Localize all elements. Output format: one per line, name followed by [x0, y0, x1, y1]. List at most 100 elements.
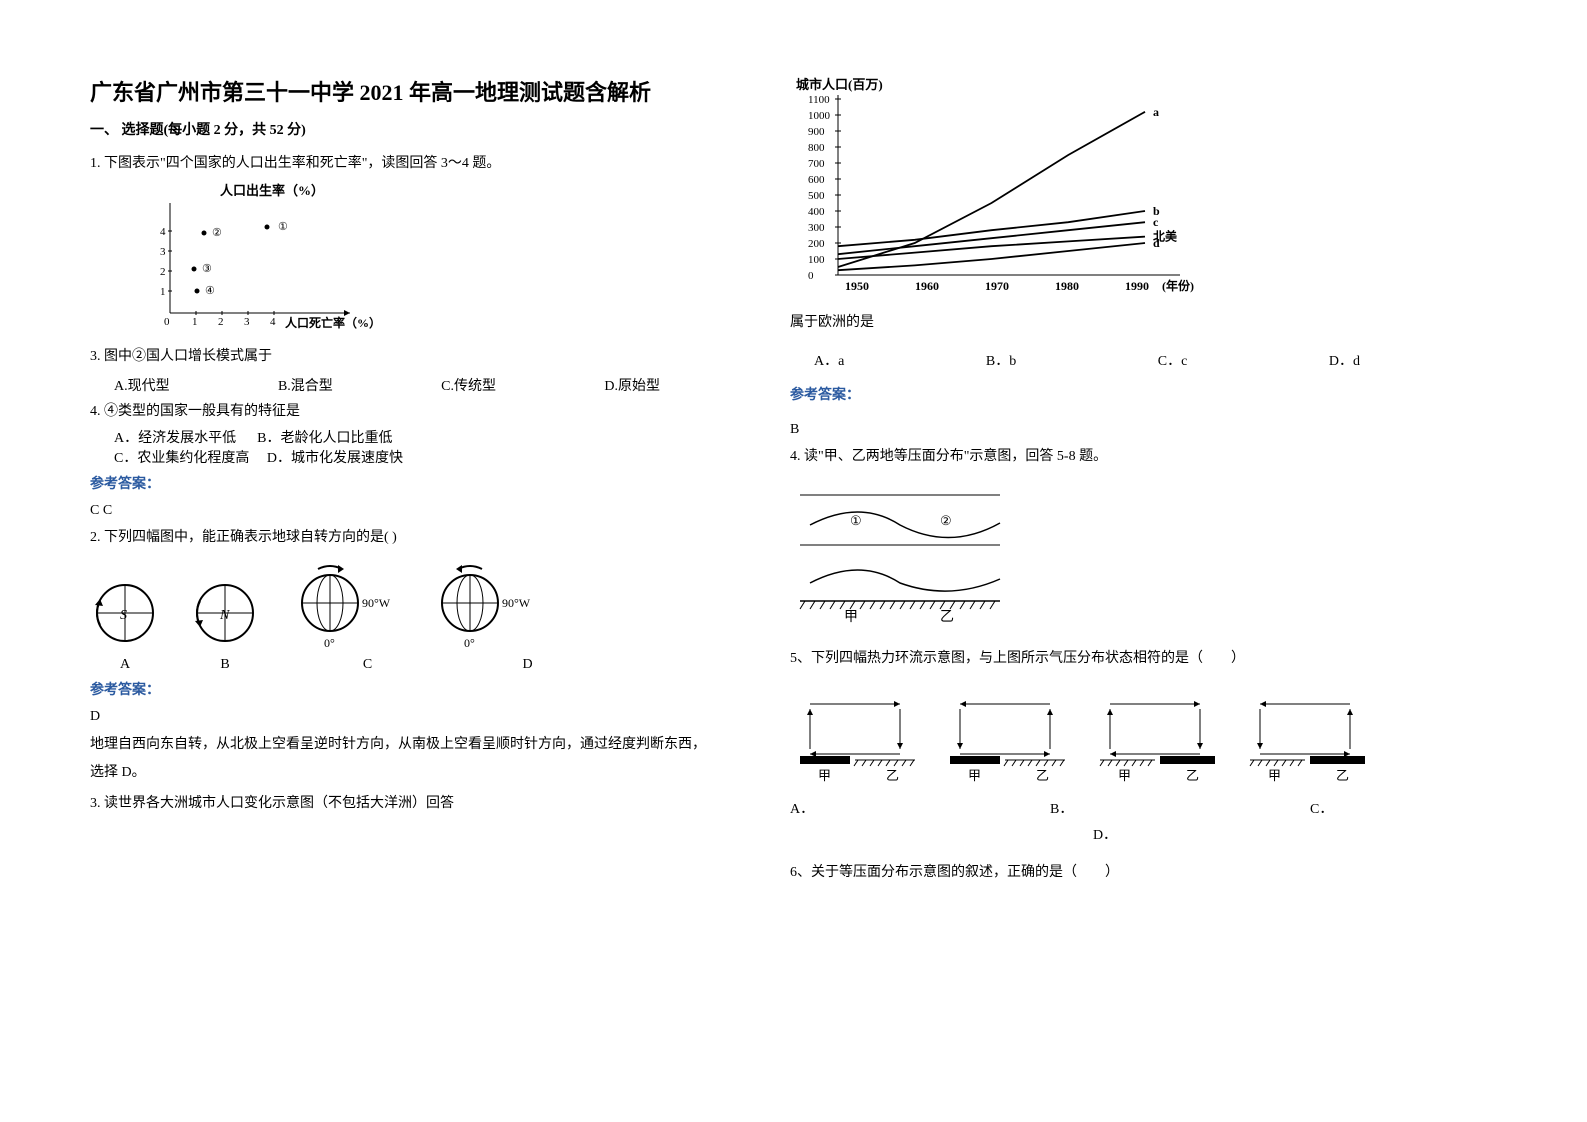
- q2-explain1: 地理自西向东自转，从北极上空看呈逆时针方向，从南极上空看呈顺时针方向，通过经度判…: [90, 733, 720, 757]
- svg-text:1980: 1980: [1055, 279, 1079, 293]
- opt-a: A．a: [814, 350, 844, 370]
- q4-diagram: ① ②: [790, 483, 1420, 628]
- q1-sub4-options: A．经济发展水平低 B．老龄化人口比重低 C．农业集约化程度高 D．城市化发展速…: [114, 427, 720, 467]
- q3-sub: 属于欧洲的是: [790, 312, 1420, 334]
- svg-text:700: 700: [808, 158, 825, 170]
- svg-text:0: 0: [808, 270, 814, 282]
- svg-text:(年份): (年份): [1162, 278, 1194, 293]
- svg-text:甲: 甲: [968, 768, 981, 783]
- svg-text:300: 300: [808, 222, 825, 234]
- svg-text:1970: 1970: [985, 279, 1009, 293]
- opt-a: A.现代型: [114, 375, 170, 395]
- q3-ylabel: 城市人口(百万): [796, 77, 883, 92]
- svg-text:1: 1: [192, 316, 198, 328]
- svg-text:乙: 乙: [1036, 768, 1049, 783]
- q3-stem: 3. 读世界各大洲城市人口变化示意图（不包括大洋洲）回答: [90, 793, 720, 815]
- label-c: C: [290, 657, 445, 673]
- opt-c: C．c: [1158, 350, 1188, 370]
- circ-4: 甲乙: [1240, 684, 1380, 784]
- q5-diagrams: 甲乙 甲乙 甲乙: [790, 684, 1420, 784]
- svg-text:3: 3: [160, 246, 166, 258]
- q6-stem: 6、关于等压面分布示意图的叙述，正确的是（ ）: [790, 862, 1420, 884]
- opt-c: C．农业集约化程度高: [114, 451, 249, 466]
- svg-text:乙: 乙: [886, 768, 899, 783]
- svg-text:甲: 甲: [818, 768, 831, 783]
- q5-options: A． B． C．: [790, 798, 1420, 818]
- circ-1: 甲乙: [790, 684, 930, 784]
- svg-text:①: ①: [278, 221, 288, 233]
- svg-text:1100: 1100: [808, 94, 830, 106]
- svg-text:2: 2: [160, 266, 166, 278]
- svg-text:0°: 0°: [324, 636, 335, 650]
- svg-text:600: 600: [808, 174, 825, 186]
- svg-text:0: 0: [164, 316, 170, 328]
- label-a: A: [90, 657, 160, 673]
- globe-c: 90°W 0°: [290, 561, 400, 651]
- svg-text:200: 200: [808, 238, 825, 250]
- svg-text:900: 900: [808, 126, 825, 138]
- opt-d: D．: [790, 824, 1420, 844]
- svg-text:d: d: [1153, 236, 1160, 250]
- opt-b: B．老龄化人口比重低: [257, 431, 392, 446]
- q1-xlabel: 人口死亡率（%）: [285, 315, 381, 330]
- opt-c: C.传统型: [441, 375, 496, 395]
- q1-sub3-options: A.现代型 B.混合型 C.传统型 D.原始型: [114, 375, 720, 395]
- q2-answer-label: 参考答案：: [90, 679, 720, 699]
- svg-text:乙: 乙: [1186, 768, 1199, 783]
- svg-text:①: ①: [850, 513, 862, 528]
- label-yi: 乙: [940, 609, 954, 623]
- q1-stem: 1. 下图表示"四个国家的人口出生率和死亡率"，读图回答 3～4 题。: [90, 153, 720, 175]
- svg-text:90°W: 90°W: [502, 596, 531, 610]
- svg-text:②: ②: [212, 227, 222, 239]
- svg-text:90°W: 90°W: [362, 596, 391, 610]
- opt-d: D．d: [1329, 350, 1360, 370]
- svg-text:甲: 甲: [1118, 768, 1131, 783]
- q1-answer-label: 参考答案：: [90, 473, 720, 493]
- left-column: 广东省广州市第三十一中学 2021 年高一地理测试题含解析 一、 选择题(每小题…: [90, 75, 720, 888]
- opt-d: D.原始型: [604, 375, 660, 395]
- svg-text:1000: 1000: [808, 110, 831, 122]
- svg-text:3: 3: [244, 316, 250, 328]
- opt-a: A．: [790, 798, 1050, 818]
- q4-stem: 4. 读"甲、乙两地等压面分布"示意图，回答 5-8 题。: [790, 446, 1420, 468]
- label-d: D: [445, 657, 610, 673]
- svg-text:400: 400: [808, 206, 825, 218]
- q1-scatter-chart: 人口出生率（%） 1 2 3 4 0 1 2 3 4 人口死亡率（%）: [130, 183, 720, 338]
- svg-text:4: 4: [270, 316, 276, 328]
- svg-text:甲: 甲: [1268, 768, 1281, 783]
- q2-globe-labels: A B C D: [90, 657, 720, 673]
- svg-text:2: 2: [218, 316, 224, 328]
- q2-globes: S N 90°W 0°: [90, 561, 720, 651]
- svg-text:0°: 0°: [464, 636, 475, 650]
- svg-text:1: 1: [160, 286, 166, 298]
- q1-ylabel: 人口出生率（%）: [220, 183, 324, 198]
- svg-text:c: c: [1153, 215, 1159, 229]
- svg-text:500: 500: [808, 190, 825, 202]
- right-column: 城市人口(百万) 0100200300400500600700800900100…: [790, 75, 1420, 888]
- q2-answer: D: [90, 705, 720, 729]
- svg-text:a: a: [1153, 105, 1159, 119]
- exam-title: 广东省广州市第三十一中学 2021 年高一地理测试题含解析: [90, 75, 720, 107]
- opt-a: A．经济发展水平低: [114, 431, 236, 446]
- svg-text:1990: 1990: [1125, 279, 1149, 293]
- svg-text:N: N: [219, 608, 230, 623]
- q3-line-chart: 城市人口(百万) 0100200300400500600700800900100…: [790, 75, 1420, 300]
- opt-b: B.混合型: [278, 375, 333, 395]
- q2-stem: 2. 下列四幅图中，能正确表示地球自转方向的是( ): [90, 527, 720, 549]
- svg-text:1950: 1950: [845, 279, 869, 293]
- svg-text:④: ④: [205, 285, 215, 297]
- section-1-header: 一、 选择题(每小题 2 分，共 52 分): [90, 119, 720, 139]
- opt-b: B．b: [986, 350, 1016, 370]
- q3-answer: B: [790, 418, 1420, 442]
- globe-d: 90°W 0°: [430, 561, 540, 651]
- label-b: B: [160, 657, 290, 673]
- svg-text:②: ②: [940, 513, 952, 528]
- svg-text:乙: 乙: [1336, 768, 1349, 783]
- svg-text:1960: 1960: [915, 279, 939, 293]
- circ-2: 甲乙: [940, 684, 1080, 784]
- svg-text:S: S: [120, 608, 127, 623]
- q3-answer-label: 参考答案：: [790, 384, 1420, 404]
- globe-b: N: [190, 575, 260, 651]
- q3-options: A．a B．b C．c D．d: [814, 350, 1420, 370]
- q2-explain2: 选择 D。: [90, 761, 720, 785]
